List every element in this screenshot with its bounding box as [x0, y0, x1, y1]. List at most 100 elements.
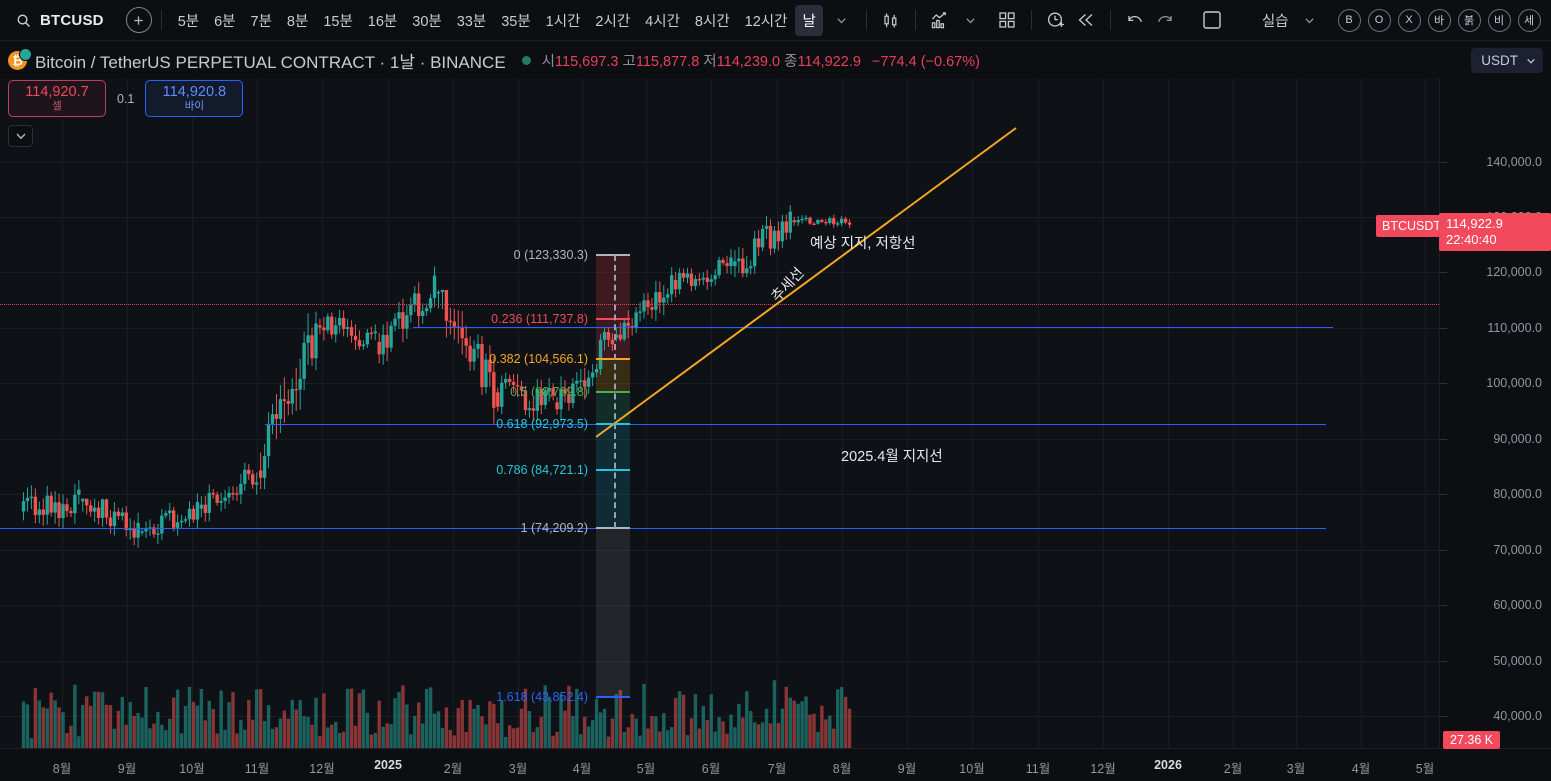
- undo-icon[interactable]: [1120, 5, 1150, 35]
- fib-level-line-1[interactable]: [596, 527, 630, 529]
- low-value: 114,239.0: [716, 53, 781, 70]
- timeframe-35분[interactable]: 35분: [501, 13, 531, 30]
- gridline-v: [453, 78, 454, 748]
- fib-level-line-0.236[interactable]: [596, 318, 630, 320]
- layout-chevron-down-icon[interactable]: [1295, 5, 1325, 35]
- time-tick: 11월: [244, 762, 270, 776]
- user-badge-B[interactable]: B: [1337, 8, 1361, 32]
- lower-support-line[interactable]: [0, 528, 1326, 529]
- timeframe-7분[interactable]: 7분: [250, 13, 272, 30]
- layout-square-icon[interactable]: [1196, 5, 1228, 35]
- timeframe-2시간[interactable]: 2시간: [595, 13, 631, 30]
- grid-layouts-icon[interactable]: [992, 5, 1022, 35]
- timeframe-33분[interactable]: 33분: [456, 13, 487, 30]
- timeframe-dropdown-chevron-down-icon[interactable]: [827, 5, 857, 35]
- price-tick: 60,000.0: [1493, 598, 1542, 612]
- fib-level-line-0.786[interactable]: [596, 469, 630, 471]
- sell-price: 114,920.7: [25, 83, 89, 100]
- fib-level-line-0.5[interactable]: [596, 391, 630, 393]
- time-tick: 2026: [1154, 758, 1182, 772]
- fib-zone: [596, 528, 630, 697]
- timeframe-15분[interactable]: 15분: [323, 13, 353, 30]
- indicators-chevron-down-icon[interactable]: [956, 5, 986, 35]
- candlestick-chart-icon[interactable]: [876, 5, 906, 35]
- fib-drag-handle[interactable]: [614, 255, 616, 528]
- timeframe-16분[interactable]: 16분: [367, 13, 398, 30]
- user-badge-X[interactable]: X: [1397, 8, 1421, 32]
- user-badge-붉[interactable]: 붉: [1457, 8, 1481, 32]
- resistance-note[interactable]: 예상 지지, 저항선: [810, 236, 916, 252]
- open-value: 115,697.3: [555, 53, 619, 70]
- timeframe-1시간[interactable]: 1시간: [545, 13, 581, 30]
- timeframe-6분[interactable]: 6분: [214, 13, 236, 30]
- symbol-name: BTCUSD: [40, 11, 104, 29]
- symbol-search-button[interactable]: BTCUSD: [8, 6, 114, 34]
- user-badge-O[interactable]: O: [1367, 8, 1391, 32]
- alert-clock-icon[interactable]: [1041, 5, 1071, 35]
- price-axis[interactable]: 140,000.0130,000.0120,000.0110,000.0100,…: [1439, 78, 1551, 778]
- fib-level-line-0.618[interactable]: [596, 423, 630, 425]
- fib-level-line-0[interactable]: [596, 254, 630, 256]
- timeframe-8분[interactable]: 8분: [286, 13, 309, 30]
- timeframe-12시간[interactable]: 12시간: [744, 13, 788, 30]
- redo-icon[interactable]: [1150, 5, 1180, 35]
- symbol-title[interactable]: Bitcoin / TetherUS PERPETUAL CONTRACT · …: [35, 52, 506, 72]
- currency-chevron-down-icon: [1526, 56, 1536, 66]
- last-price-dotted-line: [0, 304, 1439, 305]
- user-badge-바[interactable]: 바: [1427, 8, 1451, 32]
- high-key: 고: [622, 53, 636, 70]
- fib-zone: [596, 470, 630, 528]
- plus-circle-icon[interactable]: [125, 7, 152, 33]
- bitcoin-logo-icon: ₿: [8, 47, 32, 70]
- buy-price: 114,920.8: [162, 83, 227, 100]
- toolbar-divider: [160, 10, 162, 30]
- timeframe-list: 5분 6분 7분 8분 15분 16분 30분 33분 35분 1시간 2시간 4시간 8시간 12시간 날: [171, 4, 823, 36]
- time-tick: 9월: [117, 762, 137, 776]
- buy-button[interactable]: 114,920.8 바이: [145, 80, 244, 117]
- price-tick-dash: [1440, 162, 1447, 163]
- time-axis[interactable]: 8월 9월 10월 11월 12월 2025 2월 3월 4월 5월 6월 7월 8월 9월 10월 11월 1…: [0, 748, 1551, 781]
- time-tick: 7월: [767, 762, 787, 776]
- gridline-v: [127, 78, 128, 748]
- gridline-h: [0, 605, 1439, 606]
- indicators-icon[interactable]: [925, 5, 956, 35]
- timeframe-날[interactable]: 날: [795, 4, 823, 36]
- time-tick: 12월: [1090, 762, 1116, 776]
- timeframe-5분[interactable]: 5분: [177, 13, 200, 30]
- collapse-panel-chevron-down-icon[interactable]: [8, 125, 33, 147]
- timeframe-4시간[interactable]: 4시간: [645, 13, 680, 30]
- gridline-v: [322, 78, 323, 748]
- gridline-v: [62, 78, 63, 748]
- gridline-v: [518, 78, 519, 748]
- fib-level-line-1.618[interactable]: [596, 696, 630, 698]
- fib-level-line-0.382[interactable]: [596, 358, 630, 360]
- gridline-v: [1425, 78, 1426, 748]
- price-tick-dash: [1440, 550, 1447, 551]
- bar-replay-icon[interactable]: [1071, 5, 1101, 35]
- toolbar-divider-2: [865, 10, 867, 30]
- timeframe-30분[interactable]: 30분: [412, 13, 442, 30]
- support-line-note[interactable]: 2025.4월 지지선: [841, 449, 943, 465]
- price-tick: 80,000.0: [1493, 487, 1542, 501]
- price-tick: 90,000.0: [1493, 432, 1542, 446]
- user-badge-비[interactable]: 비: [1487, 8, 1511, 32]
- currency-selector[interactable]: USDT: [1471, 48, 1543, 73]
- upper-resistance-line[interactable]: [413, 327, 1333, 328]
- gridline-h: [0, 661, 1439, 662]
- timeframe-8시간[interactable]: 8시간: [694, 13, 730, 30]
- price-tick-dash: [1440, 272, 1447, 273]
- gridline-v: [192, 78, 193, 748]
- layout-name-label[interactable]: 실습: [1261, 13, 1289, 30]
- chart-pane[interactable]: 0 (123,330.3) 0.236 (111,737.8) 0.382 (104…: [0, 78, 1439, 748]
- close-key: 종: [784, 53, 798, 70]
- sell-button[interactable]: 114,920.7 셀: [8, 80, 106, 117]
- spread-value: 0.1: [117, 91, 135, 106]
- time-tick: 5월: [636, 762, 656, 776]
- time-tick: 4월: [572, 762, 592, 776]
- time-tick: 8월: [832, 762, 852, 776]
- gridline-h: [0, 494, 1439, 495]
- fib-label-0.618: 0.618 (92,973.5): [496, 417, 588, 431]
- price-tick-dash: [1440, 605, 1447, 606]
- user-badge-세[interactable]: 세: [1517, 8, 1541, 32]
